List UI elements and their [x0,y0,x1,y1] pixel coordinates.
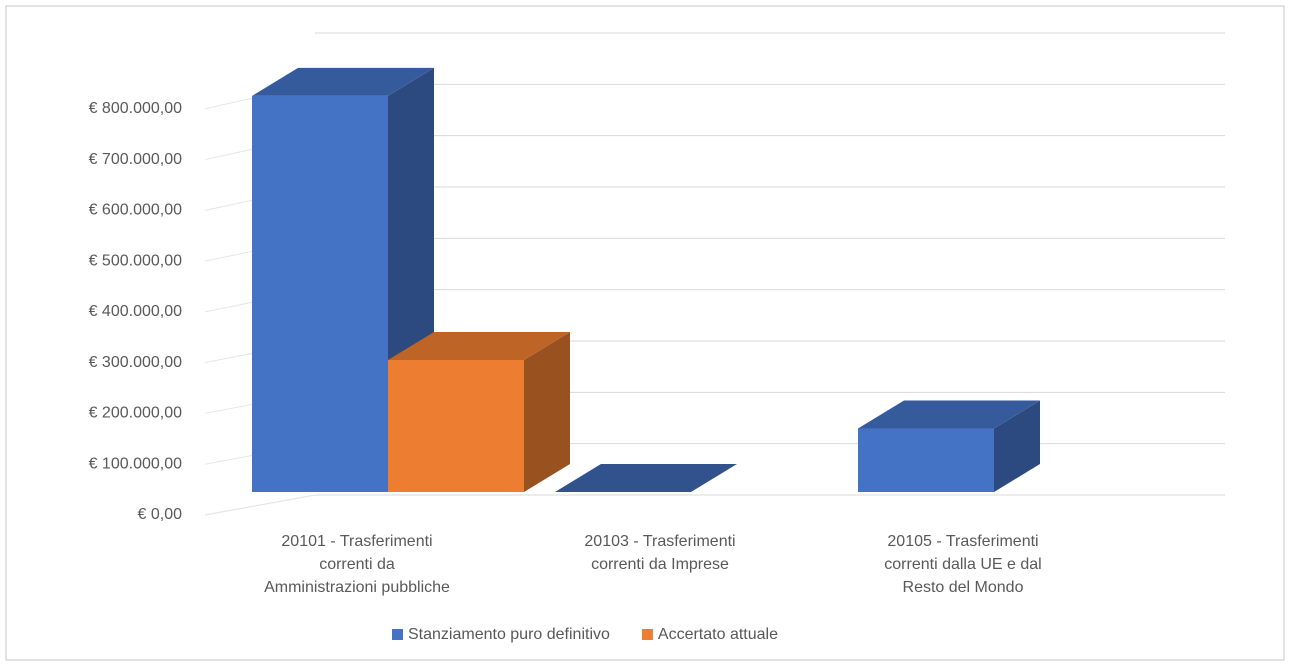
bar-top [555,464,737,492]
bar [388,359,524,492]
bar-group [388,331,570,492]
y-tick-label: € 100.000,00 [89,455,183,472]
bar [858,428,994,492]
y-tick-label: € 800.000,00 [89,100,183,117]
bar [252,95,388,492]
legend-swatch [392,629,403,640]
legend-label: Accertato attuale [658,626,778,643]
x-tick-label: 20101 - Trasferimenti correnti da Amminist… [264,533,450,596]
bar-group [555,464,737,492]
bar-group [252,67,434,492]
bar-side [994,400,1040,492]
bar-top [388,331,570,360]
bar-group [858,400,1040,492]
y-tick-label: € 700.000,00 [89,151,183,168]
bar-top [858,400,1040,429]
legend-label: Stanziamento puro definitivo [408,626,610,643]
bar-top [252,67,434,96]
x-tick-label: 20105 - Trasferimenti correnti dalla UE e… [884,533,1041,596]
x-tick-label: 20103 - Trasferimenti correnti da Imprese [584,533,735,573]
side-grid-line [204,494,316,516]
y-tick-label: € 500.000,00 [89,252,183,269]
y-tick-label: € 400.000,00 [89,303,183,320]
y-tick-label: € 300.000,00 [89,354,183,371]
y-tick-label: € 600.000,00 [89,202,183,219]
bar-side [524,331,570,492]
y-tick-label: € 200.000,00 [89,405,183,422]
legend-swatch [641,629,653,640]
y-tick-label: € 0,00 [138,506,183,523]
chart-border [5,5,1285,661]
